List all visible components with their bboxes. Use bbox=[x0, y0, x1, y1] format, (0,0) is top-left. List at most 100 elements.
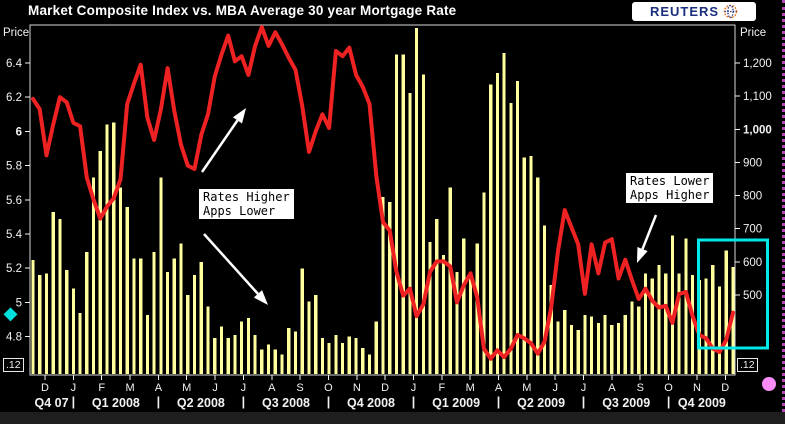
left-tick-label: 4.8 bbox=[6, 332, 22, 344]
month-label: M bbox=[466, 382, 475, 394]
bar-week-3 bbox=[44, 273, 49, 374]
month-label: J bbox=[71, 382, 77, 394]
bar-week-60 bbox=[428, 242, 432, 374]
bar-week-38 bbox=[280, 354, 284, 374]
month-label: O bbox=[664, 382, 673, 394]
bar-week-85 bbox=[596, 323, 600, 374]
bar-week-96 bbox=[670, 235, 674, 374]
quarter-separator: | bbox=[497, 395, 501, 409]
bar-week-64 bbox=[455, 271, 459, 374]
left-axis-title: Price bbox=[3, 27, 30, 39]
bar-week-65 bbox=[462, 238, 466, 374]
right-tick-label: 1,000 bbox=[743, 124, 772, 136]
bar-week-103 bbox=[717, 286, 722, 374]
right-axis-title: Price bbox=[740, 27, 767, 39]
right-tick-label: 1,100 bbox=[743, 91, 772, 103]
bar-week-104 bbox=[724, 250, 728, 374]
bar-week-54 bbox=[388, 202, 392, 374]
quarter-label: Q4 07 bbox=[34, 396, 68, 410]
bar-week-7 bbox=[71, 288, 75, 374]
bar-week-93 bbox=[650, 278, 654, 374]
bar-week-101 bbox=[704, 278, 708, 374]
right-tick-label: 800 bbox=[743, 191, 762, 203]
annotation-arrowhead bbox=[637, 247, 648, 263]
bar-week-56 bbox=[401, 54, 405, 374]
bar-week-51 bbox=[367, 354, 372, 374]
bar-week-40 bbox=[293, 331, 298, 374]
month-label: S bbox=[296, 382, 303, 394]
month-label: M bbox=[182, 382, 191, 394]
bar-week-75 bbox=[529, 155, 533, 374]
month-label: J bbox=[411, 382, 417, 394]
month-label: J bbox=[552, 382, 558, 394]
bar-week-17 bbox=[139, 258, 143, 374]
bar-week-35 bbox=[260, 349, 264, 374]
quarter-separator: | bbox=[582, 395, 586, 409]
bar-week-33 bbox=[246, 318, 250, 374]
bar-week-61 bbox=[435, 218, 439, 374]
annotation-arrowhead bbox=[232, 108, 246, 124]
bar-week-84 bbox=[590, 316, 594, 374]
bar-week-4 bbox=[51, 212, 55, 374]
bar-week-36 bbox=[267, 344, 271, 374]
annotation-arrow bbox=[641, 214, 658, 250]
quarter-label: Q1 2009 bbox=[432, 396, 480, 410]
bar-week-46 bbox=[334, 334, 338, 374]
month-label: D bbox=[41, 382, 49, 394]
left-tick-label: 5.4 bbox=[6, 229, 23, 241]
bar-week-71 bbox=[502, 53, 506, 374]
bar-week-30 bbox=[226, 338, 230, 374]
bar-week-48 bbox=[347, 336, 351, 374]
bar-week-74 bbox=[522, 157, 526, 374]
quarter-separator: | bbox=[242, 395, 246, 409]
bar-week-91 bbox=[637, 306, 641, 374]
bar-week-2 bbox=[38, 275, 42, 374]
bar-week-50 bbox=[361, 348, 365, 374]
bar-week-14 bbox=[118, 187, 123, 374]
quarter-label: Q3 2009 bbox=[602, 396, 650, 410]
right-tick-label: 500 bbox=[743, 290, 762, 302]
rate-marker-diamond bbox=[3, 307, 18, 322]
bar-week-32 bbox=[240, 321, 244, 374]
bar-week-37 bbox=[273, 349, 277, 374]
reuters-globe-icon bbox=[723, 4, 738, 19]
bar-week-94 bbox=[657, 265, 661, 374]
bar-week-28 bbox=[213, 338, 217, 374]
bar-week-29 bbox=[219, 326, 224, 374]
bar-week-23 bbox=[179, 243, 183, 374]
bar-week-15 bbox=[125, 207, 129, 374]
bar-week-12 bbox=[105, 124, 109, 374]
bar-week-72 bbox=[509, 102, 513, 375]
right-tick-label: 900 bbox=[743, 157, 762, 169]
bar-week-98 bbox=[684, 238, 688, 374]
left-tick-label: 6.4 bbox=[6, 58, 23, 70]
month-label: N bbox=[353, 382, 361, 394]
quarter-separator: | bbox=[327, 395, 331, 409]
bar-week-22 bbox=[172, 258, 176, 374]
quarter-label: Q2 2008 bbox=[177, 396, 225, 410]
bar-week-25 bbox=[192, 275, 197, 374]
bar-week-102 bbox=[711, 265, 715, 374]
bar-week-66 bbox=[468, 273, 473, 374]
bar-week-16 bbox=[132, 258, 136, 374]
bar-week-34 bbox=[253, 334, 257, 374]
month-label: J bbox=[212, 382, 218, 394]
annotation-rates-lower: Rates Lower Apps Higher bbox=[626, 173, 714, 204]
bar-week-24 bbox=[186, 295, 190, 374]
chart-title: Market Composite Index vs. MBA Average 3… bbox=[28, 3, 457, 18]
bar-week-95 bbox=[664, 273, 668, 374]
bar-week-89 bbox=[623, 314, 627, 374]
bar-week-43 bbox=[314, 295, 318, 374]
bar-week-73 bbox=[516, 81, 520, 374]
bar-week-45 bbox=[327, 343, 331, 374]
bar-week-62 bbox=[442, 255, 446, 374]
cursor-dot[interactable] bbox=[762, 377, 776, 391]
bar-week-88 bbox=[617, 323, 621, 374]
annotation-rates-higher: Rates Higher Apps Lower bbox=[199, 189, 294, 220]
bar-week-18 bbox=[145, 314, 149, 374]
quarter-label: Q3 2008 bbox=[262, 396, 310, 410]
bar-week-26 bbox=[199, 261, 203, 374]
bar-week-57 bbox=[408, 92, 412, 375]
left-tick-label: 5.6 bbox=[6, 195, 22, 207]
